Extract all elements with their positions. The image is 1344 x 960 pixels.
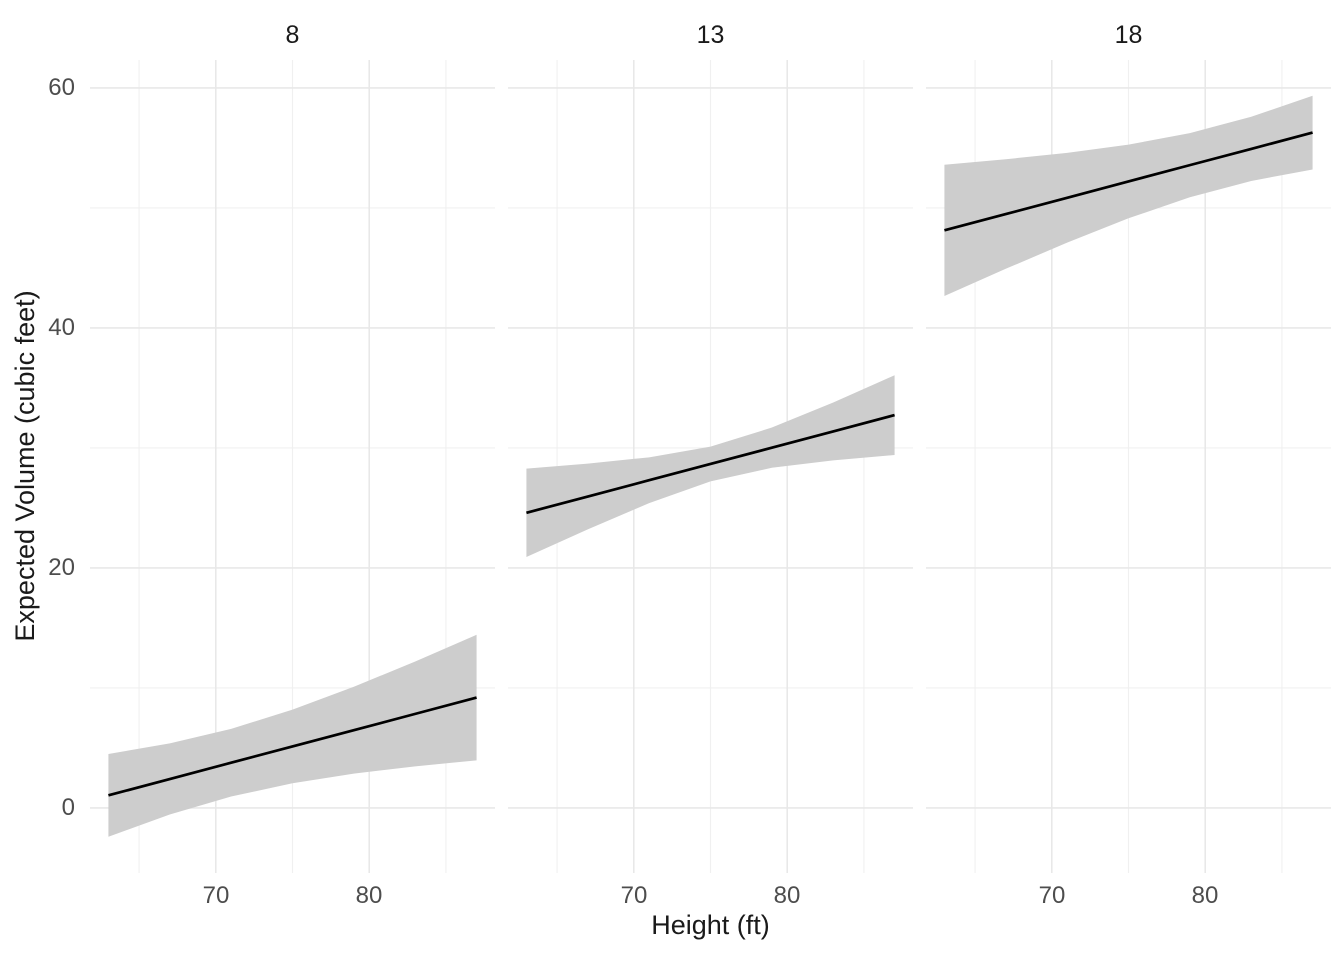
y-tick-label-20: 20 [48,554,75,581]
confidence-band [108,634,477,837]
x-tick-label-p3-70: 70 [1038,882,1066,909]
x-tick-label-p1-80: 80 [355,882,383,909]
facet-panel-girth-13 [508,60,913,873]
x-tick-label-p2-70: 70 [620,882,648,909]
confidence-band [944,95,1313,297]
x-tick-label-p1-70: 70 [202,882,230,909]
panel-canvas [508,60,913,873]
y-axis-title: Expected Volume (cubic feet) [10,290,40,642]
facet-panel-girth-8 [90,60,495,873]
y-tick-label-40: 40 [48,314,75,341]
facet-strip-label-8: 8 [285,21,300,49]
facet-strip-label-18: 18 [1114,21,1143,49]
regression-line [108,696,477,797]
y-tick-label-60: 60 [48,74,75,101]
facet-strip-label-13: 13 [696,21,725,49]
panel-canvas [926,60,1331,873]
y-tick-label-0: 0 [61,794,75,821]
facet-panel-girth-18 [926,60,1331,873]
confidence-band [526,375,895,558]
regression-line [526,413,895,515]
panel-canvas [90,60,495,873]
x-tick-label-p2-80: 80 [773,882,801,909]
x-axis-title: Height (ft) [651,910,770,940]
x-tick-label-p3-80: 80 [1191,882,1219,909]
regression-line [944,131,1313,232]
